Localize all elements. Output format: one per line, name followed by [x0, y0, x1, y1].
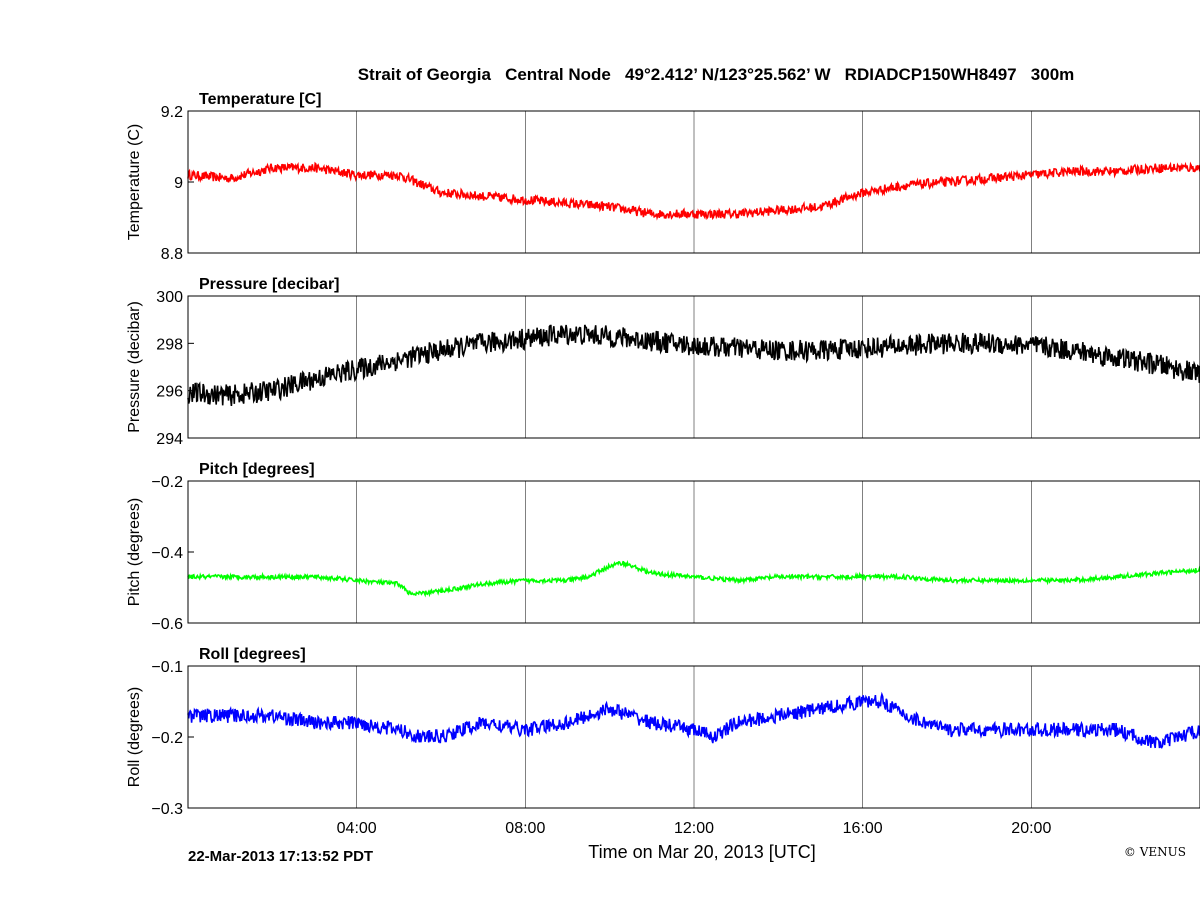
y-axis-label: Roll (degrees)	[126, 687, 143, 787]
panels: 8.8 9 9.2 Temperature [C] Temperature (C) 294…	[126, 91, 1200, 837]
y-tick-label-3: −0.1	[151, 659, 183, 676]
panel-2: 294 296 298 300 Pressure [decibar] Pressure (…	[126, 276, 1200, 448]
timestamp: 22-Mar-2013 17:13:52 PDT	[188, 848, 373, 865]
panel-title: Pitch [degrees]	[199, 461, 315, 478]
y-tick-label-2: −0.4	[151, 545, 183, 562]
y-tick-label-4: 300	[156, 289, 183, 306]
y-axis-label: Pitch (degrees)	[126, 498, 143, 607]
x-axis-label: Time on Mar 20, 2013 [UTC]	[588, 842, 815, 862]
series-line-1	[187, 161, 1200, 221]
x-tick-label-4: 16:00	[843, 820, 883, 837]
copyright: © VENUS	[1124, 845, 1186, 859]
y-tick-label-1: 8.8	[161, 246, 183, 263]
series-line-1	[187, 691, 1200, 749]
panel-title: Temperature [C]	[199, 91, 321, 108]
panel-4: −0.3 −0.2 −0.1 04:00 08:00 12:00 16:00 20:00 Rol…	[126, 646, 1200, 837]
x-tick-label-1: 04:00	[337, 820, 377, 837]
figure-title: Strait of Georgia Central Node 49°2.412’…	[358, 65, 1075, 84]
y-tick-label-2: 296	[156, 384, 183, 401]
panel-3: −0.6 −0.4 −0.2 Pitch [degrees] Pitch (degree…	[126, 461, 1200, 633]
y-tick-label-2: −0.2	[151, 730, 183, 747]
axes-box	[187, 295, 1200, 439]
y-tick-label-3: 9.2	[161, 104, 183, 121]
x-tick-label-5: 20:00	[1011, 820, 1051, 837]
y-tick-label-3: −0.2	[151, 474, 183, 491]
y-tick-label-1: 294	[156, 431, 183, 448]
x-tick-label-3: 12:00	[674, 820, 714, 837]
y-axis-label: Pressure (decibar)	[126, 301, 143, 433]
y-tick-label-2: 9	[174, 175, 183, 192]
series-line-1	[187, 559, 1200, 598]
y-tick-label-3: 298	[156, 336, 183, 353]
panel-title: Roll [degrees]	[199, 646, 306, 663]
y-axis-label: Temperature (C)	[126, 124, 143, 240]
x-tick-label-2: 08:00	[505, 820, 545, 837]
series-line-1	[187, 324, 1200, 406]
panel-title: Pressure [decibar]	[199, 276, 340, 293]
y-tick-label-1: −0.3	[151, 801, 183, 818]
y-tick-label-1: −0.6	[151, 616, 183, 633]
panel-1: 8.8 9 9.2 Temperature [C] Temperature (C)	[126, 91, 1200, 263]
